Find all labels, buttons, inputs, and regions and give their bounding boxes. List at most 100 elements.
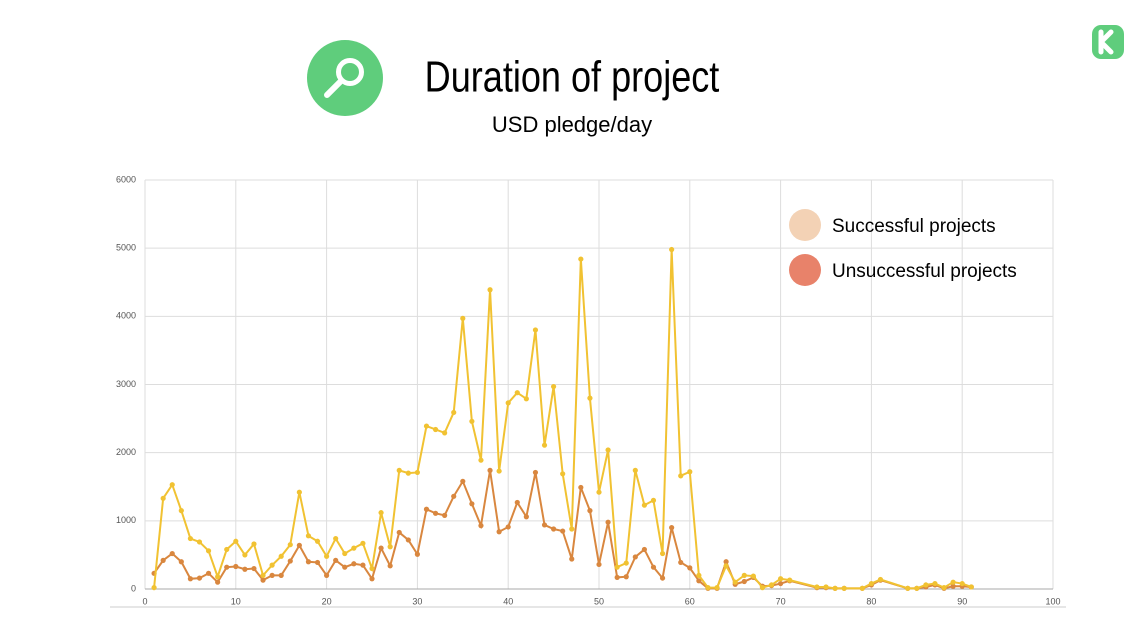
data-point (378, 510, 384, 516)
data-point (205, 548, 212, 554)
chart-title: Duration of project (425, 52, 720, 101)
data-point (950, 583, 956, 589)
data-point (669, 525, 675, 531)
data-point (669, 246, 675, 253)
data-point (414, 469, 420, 476)
data-point (269, 572, 275, 578)
data-point (605, 447, 611, 453)
data-point (578, 256, 584, 262)
data-point (723, 559, 729, 565)
data-point (205, 570, 212, 576)
data-point (587, 395, 593, 401)
data-point (469, 418, 475, 424)
data-point (778, 576, 784, 582)
data-point (787, 577, 793, 583)
data-point (296, 542, 302, 548)
data-point (832, 585, 838, 591)
data-point (260, 577, 266, 583)
data-point (623, 574, 629, 580)
data-point (296, 489, 302, 495)
data-point (678, 559, 684, 566)
data-point (160, 557, 166, 563)
data-point (632, 554, 638, 560)
data-point (405, 470, 411, 476)
data-point (714, 585, 720, 591)
data-point (496, 468, 502, 474)
data-point (578, 484, 584, 491)
logo (1092, 25, 1124, 59)
data-point (387, 563, 393, 569)
data-point (324, 553, 330, 559)
x-tick-label: 90 (957, 596, 967, 606)
data-point (523, 396, 529, 402)
y-tick-label: 2000 (116, 447, 136, 457)
data-point (659, 575, 666, 581)
chart-subtitle: USD pledge/day (492, 112, 652, 137)
data-point (560, 528, 566, 534)
data-point (333, 557, 339, 563)
data-point (251, 565, 257, 572)
y-tick-label: 3000 (116, 379, 136, 389)
data-point (605, 519, 611, 525)
series-line (153, 249, 972, 590)
data-point (215, 579, 221, 585)
data-point (369, 565, 375, 572)
data-point (741, 572, 747, 578)
data-point (551, 526, 557, 532)
data-point (278, 572, 284, 578)
data-point (360, 562, 366, 568)
data-point (541, 522, 548, 528)
data-point (396, 467, 402, 473)
data-point (432, 426, 439, 433)
data-point (160, 495, 166, 501)
data-point (950, 579, 956, 585)
data-point (342, 564, 348, 570)
data-point (233, 538, 239, 544)
legend-marker (789, 209, 821, 241)
data-point (678, 473, 684, 479)
data-point (905, 585, 911, 591)
y-tick-label: 4000 (116, 311, 136, 321)
data-point (378, 545, 384, 551)
x-tick-label: 0 (142, 596, 147, 606)
x-tick-label: 20 (322, 596, 332, 606)
data-point (451, 409, 457, 416)
data-point (251, 541, 257, 547)
x-tick-label: 60 (685, 596, 695, 606)
data-point (260, 572, 266, 578)
data-point (868, 580, 875, 587)
data-point (496, 529, 502, 535)
data-point (287, 558, 293, 564)
data-point (442, 512, 448, 518)
data-point (314, 559, 321, 566)
data-point (405, 537, 411, 543)
data-point (423, 506, 430, 512)
data-point (187, 535, 193, 542)
data-point (814, 584, 820, 590)
legend-marker (789, 254, 821, 286)
data-point (414, 551, 420, 557)
data-point (841, 585, 847, 591)
data-point (178, 508, 184, 514)
data-point (469, 501, 475, 507)
data-point (877, 576, 884, 583)
data-point (741, 578, 747, 585)
data-point (342, 550, 348, 557)
data-point (460, 315, 466, 321)
data-point (750, 573, 756, 579)
data-point (487, 287, 493, 293)
data-point (659, 550, 666, 557)
x-tick-label: 30 (412, 596, 422, 606)
data-point (778, 580, 784, 587)
data-point (596, 561, 602, 568)
data-point (650, 497, 657, 503)
data-point (196, 575, 203, 581)
y-tick-label: 5000 (116, 243, 136, 253)
data-point (233, 563, 239, 570)
data-point (523, 514, 529, 520)
data-point (687, 565, 693, 571)
data-point (632, 467, 638, 473)
data-point (914, 585, 920, 591)
